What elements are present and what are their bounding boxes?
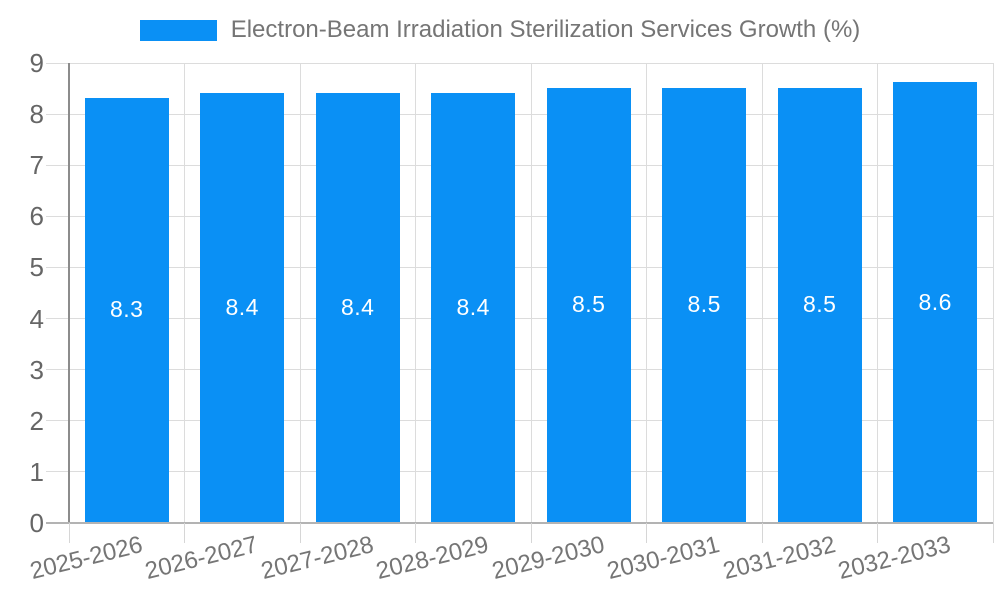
- gridline-vertical: [761, 63, 763, 523]
- bar: 8.4: [200, 92, 285, 522]
- gridline-vertical: [530, 63, 532, 523]
- bar-value-label: 8.5: [803, 291, 837, 318]
- bar-value-label: 8.4: [341, 293, 375, 320]
- gridline-horizontal: [46, 215, 993, 217]
- bar-value-label: 8.4: [225, 293, 259, 320]
- bar: 8.4: [315, 92, 400, 522]
- bar-value-label: 8.6: [918, 288, 952, 315]
- gridline-vertical: [184, 63, 185, 523]
- y-tick-label: 5: [29, 252, 44, 283]
- bar-value-label: 8.4: [456, 293, 490, 320]
- x-category-label: 2027-2028: [258, 531, 377, 585]
- y-tick-label: 8: [29, 99, 44, 130]
- bar: 8.4: [431, 92, 516, 522]
- x-category-label: 2032-2033: [835, 531, 954, 585]
- y-tick-label: 7: [29, 150, 44, 181]
- gridline-vertical: [299, 63, 301, 523]
- x-tick-mark: [68, 523, 70, 543]
- gridline-horizontal: [46, 113, 993, 115]
- y-tick-label: 4: [29, 303, 44, 334]
- x-category-label: 2031-2032: [720, 531, 839, 585]
- x-category-label: 2030-2031: [604, 531, 723, 585]
- x-tick-mark: [877, 523, 878, 543]
- legend: Electron-Beam Irradiation Sterilization …: [0, 13, 1000, 47]
- gridline-horizontal: [46, 471, 993, 473]
- x-tick-mark: [415, 523, 416, 543]
- x-tick-mark: [992, 523, 994, 543]
- y-tick-label: 2: [29, 405, 44, 436]
- gridline-horizontal: [46, 164, 993, 166]
- legend-color-swatch: [139, 19, 217, 41]
- plot-area: 8.3 8.4 8.4 8.4 8.5 8.5 8.5 8.6: [46, 62, 994, 543]
- y-tick-label: 9: [29, 48, 44, 78]
- y-tick-label: 1: [29, 456, 44, 487]
- x-category-label: 2025-2026: [27, 531, 146, 585]
- x-category-label: 2026-2027: [142, 531, 261, 585]
- gridline-vertical: [992, 63, 994, 523]
- bar-value-label: 8.5: [572, 291, 606, 318]
- x-tick-mark: [761, 523, 763, 543]
- y-tick-label: 6: [29, 201, 44, 232]
- x-category-label: 2028-2029: [373, 531, 492, 585]
- bar-value-label: 8.5: [687, 291, 721, 318]
- x-category-label: 2029-2030: [489, 531, 608, 585]
- bar-value-label: 8.3: [110, 296, 144, 323]
- gridline-horizontal: [46, 318, 993, 320]
- y-tick-label: 3: [29, 354, 44, 385]
- gridline-horizontal: [46, 266, 993, 268]
- gridline-horizontal: [46, 62, 993, 64]
- gridline-vertical: [646, 63, 647, 523]
- bar: 8.6: [893, 82, 978, 522]
- gridline-vertical: [415, 63, 416, 523]
- x-tick-mark: [646, 523, 647, 543]
- gridline-vertical: [877, 63, 878, 523]
- x-axis-line: [46, 522, 993, 524]
- y-tick-label: 0: [29, 508, 44, 538]
- gridline-horizontal: [46, 369, 993, 371]
- bar: 8.5: [662, 87, 747, 522]
- bar: 8.5: [777, 87, 862, 522]
- bar: 8.5: [546, 87, 631, 522]
- x-tick-mark: [530, 523, 532, 543]
- x-tick-mark: [299, 523, 301, 543]
- y-axis-line: [68, 63, 70, 523]
- x-tick-mark: [184, 523, 185, 543]
- legend-series-label: Electron-Beam Irradiation Sterilization …: [230, 16, 861, 43]
- gridline-horizontal: [46, 420, 993, 422]
- bar: 8.3: [84, 97, 169, 522]
